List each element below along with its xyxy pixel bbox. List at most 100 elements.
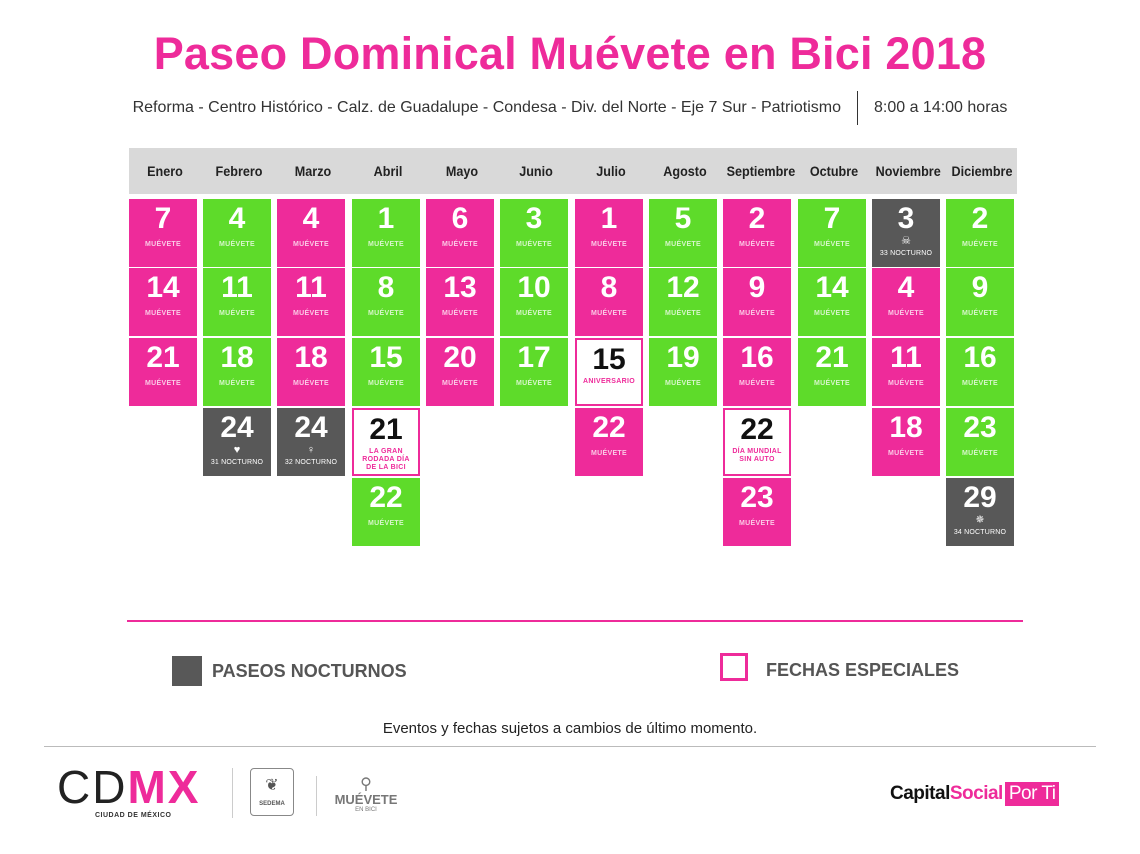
day-number: 23 [740, 481, 774, 514]
hours-text: 8:00 a 14:00 horas [873, 99, 1008, 116]
day-number: 7 [823, 202, 841, 235]
muevete-mark-icon: MUÉVETE [665, 310, 701, 317]
day-number: 18 [294, 341, 328, 374]
calendar-cell: 8 MUÉVETE [352, 268, 420, 336]
calendar-cell: 4 MUÉVETE [203, 199, 271, 267]
footer-separator [316, 776, 317, 816]
muevete-mark-icon: MUÉVETE [739, 380, 775, 387]
calendar-cell: 22 MUÉVETE [352, 478, 420, 546]
day-number: 4 [302, 202, 320, 235]
month-header: Diciembre [951, 163, 1013, 179]
muevete-mark-icon: MUÉVETE [368, 520, 404, 527]
calendar-cell: 19 MUÉVETE [649, 338, 717, 406]
nocturno-icon: ♥ [233, 444, 241, 456]
muevete-mark-icon: MUÉVETE [368, 310, 404, 317]
day-number: 5 [674, 202, 692, 235]
calendar-cell-special: 21 LA GRAN RODADA DÍA DE LA BICI [352, 408, 420, 476]
day-number: 20 [443, 341, 477, 374]
day-number: 15 [592, 343, 626, 376]
calendar-cell: 2 MUÉVETE [946, 199, 1014, 267]
calendar-cell: 2 MUÉVETE [723, 199, 791, 267]
special-note: LA GRAN RODADA DÍA DE LA BICI [362, 448, 410, 471]
tree-icon: ❦ [265, 777, 279, 794]
muevete-mark-icon: MUÉVETE [368, 380, 404, 387]
sedema-label: SEDEMA [259, 801, 285, 807]
day-number: 19 [666, 341, 700, 374]
month-header: Mayo [445, 163, 479, 179]
muevete-mark-icon: MUÉVETE [293, 310, 329, 317]
calendar-cell: 15 MUÉVETE [352, 338, 420, 406]
muevete-mark-icon: MUÉVETE [516, 380, 552, 387]
cdmx-logo: CDMX [57, 760, 200, 814]
day-number: 1 [600, 202, 618, 235]
calendar-cell: 11 MUÉVETE [872, 338, 940, 406]
day-number: 11 [295, 271, 327, 304]
calendar-cell: 14 MUÉVETE [798, 268, 866, 336]
month-header-bar: Enero Febrero Marzo Abril Mayo Junio Julio Agos… [129, 148, 1017, 194]
calendar-cell: 23 MUÉVETE [946, 408, 1014, 476]
muevete-mark-icon: MUÉVETE [962, 241, 998, 248]
calendar-cell: 23 MUÉVETE [723, 478, 791, 546]
day-number: 6 [451, 202, 469, 235]
muevete-logo-sub: EN BICI [355, 807, 377, 813]
day-number: 21 [369, 413, 403, 446]
calendar-cell: 4 MUÉVETE [277, 199, 345, 267]
muevete-mark-icon: MUÉVETE [665, 380, 701, 387]
month-header: Agosto [663, 163, 707, 179]
day-number: 2 [748, 202, 766, 235]
calendar-cell-nocturno: 3 ☠ 33 NOCTURNO [872, 199, 940, 267]
calendar-cell: 21 MUÉVETE [798, 338, 866, 406]
muevete-mark-icon: MUÉVETE [962, 380, 998, 387]
nocturno-note: 34 NOCTURNO [953, 529, 1007, 536]
capital-logo-part2: Social [949, 783, 1003, 804]
calendar-cell: 22 MUÉVETE [575, 408, 643, 476]
calendar-cell: 14 MUÉVETE [129, 268, 197, 336]
cdmx-logo-cd: CD [57, 761, 128, 813]
calendar-cell: 18 MUÉVETE [872, 408, 940, 476]
month-header: Octubre [809, 163, 859, 179]
day-number: 22 [369, 481, 403, 514]
muevete-mark-icon: MUÉVETE [219, 380, 255, 387]
calendar-cell: 3 MUÉVETE [500, 199, 568, 267]
day-number: 22 [740, 413, 774, 446]
muevete-mark-icon: MUÉVETE [888, 380, 924, 387]
day-number: 29 [963, 481, 997, 514]
calendar-cell-special: 15 ANIVERSARIO [575, 338, 643, 406]
cdmx-subtitle: CIUDAD DE MÉXICO [95, 812, 172, 819]
calendar-cell: 20 MUÉVETE [426, 338, 494, 406]
muevete-mark-icon: MUÉVETE [888, 310, 924, 317]
muevete-mark-icon: MUÉVETE [962, 450, 998, 457]
calendar-cell: 11 MUÉVETE [277, 268, 345, 336]
muevete-mark-icon: MUÉVETE [814, 241, 850, 248]
muevete-mark-icon: MUÉVETE [219, 241, 255, 248]
day-number: 3 [897, 202, 915, 235]
month-header: Junio [519, 163, 553, 179]
calendar-cell: 16 MUÉVETE [723, 338, 791, 406]
calendar-cell-nocturno: 29 ✵ 34 NOCTURNO [946, 478, 1014, 546]
muevete-mark-icon: MUÉVETE [516, 241, 552, 248]
calendar-cell: 7 MUÉVETE [798, 199, 866, 267]
day-number: 4 [228, 202, 246, 235]
muevete-mark-icon: MUÉVETE [145, 241, 181, 248]
month-header: Septiembre [726, 163, 796, 179]
day-number: 24 [220, 411, 254, 444]
footer-separator [232, 768, 233, 818]
nocturno-note: 31 NOCTURNO [210, 459, 264, 466]
calendar-cell: 16 MUÉVETE [946, 338, 1014, 406]
muevete-mark-icon: MUÉVETE [145, 310, 181, 317]
nocturno-icon: ☠ [901, 235, 911, 247]
day-number: 16 [963, 341, 997, 374]
calendar-cell: 21 MUÉVETE [129, 338, 197, 406]
day-number: 24 [294, 411, 328, 444]
day-number: 11 [890, 341, 922, 374]
day-number: 22 [592, 411, 626, 444]
day-number: 4 [897, 271, 915, 304]
calendar-cell: 6 MUÉVETE [426, 199, 494, 267]
day-number: 9 [748, 271, 766, 304]
day-number: 18 [220, 341, 254, 374]
month-header: Enero [147, 163, 183, 179]
calendar-cell-nocturno: 24 ♥ 31 NOCTURNO [203, 408, 271, 476]
muevete-mark-icon: MUÉVETE [814, 380, 850, 387]
disclaimer-text: Eventos y fechas sujetos a cambios de úl… [382, 720, 758, 737]
month-header: Abril [373, 163, 403, 179]
